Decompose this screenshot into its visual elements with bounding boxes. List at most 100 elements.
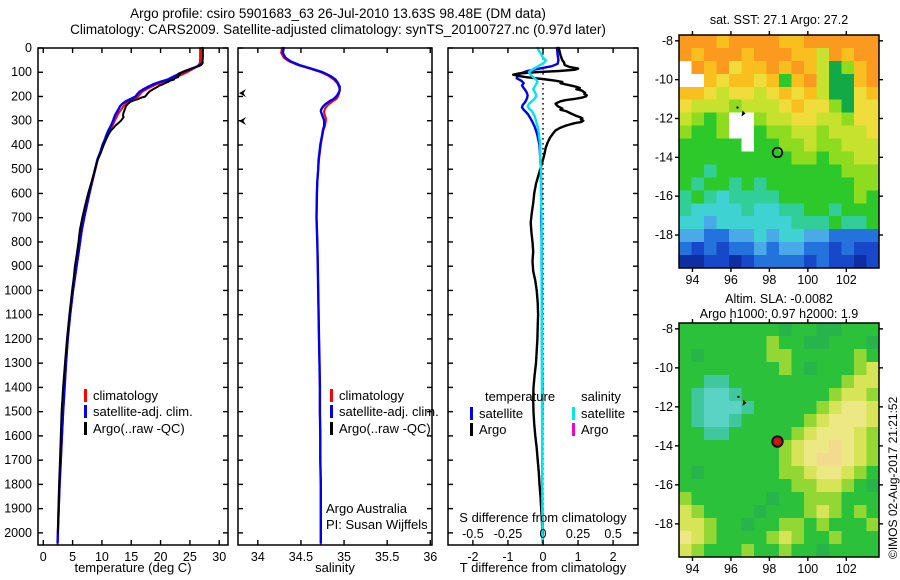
- svg-text:1000: 1000: [4, 283, 32, 297]
- sla-map-title-line1: Altim. SLA: -0.0082: [725, 292, 833, 306]
- svg-text:-18: -18: [655, 517, 673, 531]
- legend-item-satellite-clim: satellite-adj. clim.: [330, 404, 439, 421]
- program-annotation: Argo Australia: [326, 501, 407, 516]
- climatology-color-key: [330, 388, 333, 402]
- legend-item-argo: Argo(..raw -QC): [84, 420, 193, 437]
- legend-label: climatology: [93, 387, 159, 403]
- temperature-legend: climatology satellite-adj. clim. Argo(..…: [84, 387, 193, 437]
- satellite-clim-color-key: [84, 405, 87, 419]
- svg-text:-12: -12: [655, 111, 673, 125]
- legend-label: satellite-adj. clim.: [93, 404, 193, 420]
- svg-text:20: 20: [154, 550, 168, 564]
- sla-map-title-line2: Argo h1000: 0.97 h2000: 1.9: [699, 307, 859, 321]
- svg-text:800: 800: [11, 235, 32, 249]
- diff-legend-salinity-header: salinity: [581, 389, 621, 404]
- legend-label: climatology: [339, 387, 405, 403]
- svg-text:1300: 1300: [4, 356, 32, 370]
- svg-text:34.5: 34.5: [289, 550, 313, 564]
- diff-legend-salinity: satellite Argo: [572, 405, 625, 438]
- svg-text:-14: -14: [655, 150, 673, 164]
- svg-text:102: 102: [836, 562, 857, 576]
- svg-text:100: 100: [11, 65, 32, 79]
- legend-label: Argo: [479, 422, 507, 438]
- legend-label: Argo(..raw -QC): [339, 420, 431, 436]
- diff-legend-temperature: satellite Argo: [470, 405, 523, 438]
- svg-text:1800: 1800: [4, 477, 32, 491]
- svg-text:-1: -1: [502, 550, 513, 564]
- imos-credit: ©IMOS 02-Aug-2017 21:21:52: [886, 396, 900, 559]
- svg-text:98: 98: [762, 562, 776, 576]
- svg-text:34: 34: [251, 550, 265, 564]
- svg-text:25: 25: [183, 550, 197, 564]
- svg-text:-8: -8: [662, 34, 673, 48]
- svg-text:1600: 1600: [4, 429, 32, 443]
- svg-text:300: 300: [11, 114, 32, 128]
- svg-text:-12: -12: [655, 400, 673, 414]
- svg-text:96: 96: [724, 562, 738, 576]
- legend-item-satellite-s: satellite: [572, 405, 625, 422]
- diff-legend-temperature-header: temperature: [484, 389, 556, 404]
- svg-text:0: 0: [25, 41, 32, 55]
- svg-text:0: 0: [540, 527, 547, 541]
- svg-text:1500: 1500: [4, 405, 32, 419]
- legend-item-argo-s: Argo: [572, 422, 625, 439]
- svg-text:700: 700: [11, 211, 32, 225]
- svg-text:35.5: 35.5: [375, 550, 399, 564]
- svg-text:94: 94: [686, 562, 700, 576]
- svg-text:-10: -10: [655, 73, 673, 87]
- svg-text:500: 500: [11, 162, 32, 176]
- svg-text:-18: -18: [655, 228, 673, 242]
- svg-text:900: 900: [11, 259, 32, 273]
- pi-annotation: PI: Susan Wijffels: [326, 517, 428, 532]
- svg-text:94: 94: [686, 273, 700, 287]
- argo-color-key: [330, 421, 333, 435]
- svg-text:10: 10: [95, 550, 109, 564]
- argo-t-color-key: [470, 423, 473, 437]
- svg-text:-10: -10: [655, 361, 673, 375]
- svg-text:400: 400: [11, 138, 32, 152]
- svg-text:2000: 2000: [4, 526, 32, 540]
- legend-label: Argo(..raw -QC): [93, 420, 185, 436]
- svg-text:0: 0: [40, 550, 47, 564]
- t-diff-axis-label: T difference from climatology: [459, 560, 627, 575]
- svg-text:15: 15: [124, 550, 138, 564]
- svg-text:-2: -2: [467, 550, 478, 564]
- argo-s-color-key: [572, 423, 575, 437]
- svg-text:1400: 1400: [4, 380, 32, 394]
- svg-text:1: 1: [575, 550, 582, 564]
- svg-text:1700: 1700: [4, 453, 32, 467]
- sst-map-title: sat. SST: 27.1 Argo: 27.2: [709, 13, 849, 27]
- satellite-s-color-key: [572, 406, 575, 420]
- svg-text:35: 35: [337, 550, 351, 564]
- figure-title: Argo profile: csiro 5901683_63 26-Jul-20…: [130, 6, 546, 21]
- svg-text:100: 100: [797, 562, 818, 576]
- svg-text:-16: -16: [655, 189, 673, 203]
- salinity-axis-label: salinity: [315, 560, 355, 575]
- svg-text:100: 100: [797, 273, 818, 287]
- svg-text:98: 98: [762, 273, 776, 287]
- legend-label: satellite-adj. clim.: [339, 404, 439, 420]
- legend-item-satellite-clim: satellite-adj. clim.: [84, 404, 193, 421]
- svg-text:5: 5: [69, 550, 76, 564]
- satellite-t-color-key: [470, 406, 473, 420]
- s-diff-axis-label: S difference from climatology: [459, 510, 627, 525]
- svg-text:102: 102: [836, 273, 857, 287]
- svg-text:36: 36: [423, 550, 437, 564]
- salinity-legend: climatology satellite-adj. clim. Argo(..…: [330, 387, 439, 437]
- legend-item-satellite-t: satellite: [470, 405, 523, 422]
- temperature-axis-label: temperature (deg C): [74, 560, 192, 575]
- svg-text:-14: -14: [655, 439, 673, 453]
- svg-text:1100: 1100: [5, 308, 32, 322]
- svg-text:30: 30: [212, 550, 226, 564]
- figure-subtitle: Climatology: CARS2009. Satellite-adjuste…: [70, 22, 606, 37]
- svg-text:200: 200: [11, 89, 32, 103]
- svg-text:96: 96: [724, 273, 738, 287]
- legend-label: Argo: [581, 422, 609, 438]
- svg-text:1200: 1200: [4, 332, 32, 346]
- svg-text:2: 2: [610, 550, 617, 564]
- legend-item-argo-t: Argo: [470, 422, 523, 439]
- svg-text:-0.25: -0.25: [494, 527, 523, 541]
- legend-label: satellite: [581, 405, 626, 421]
